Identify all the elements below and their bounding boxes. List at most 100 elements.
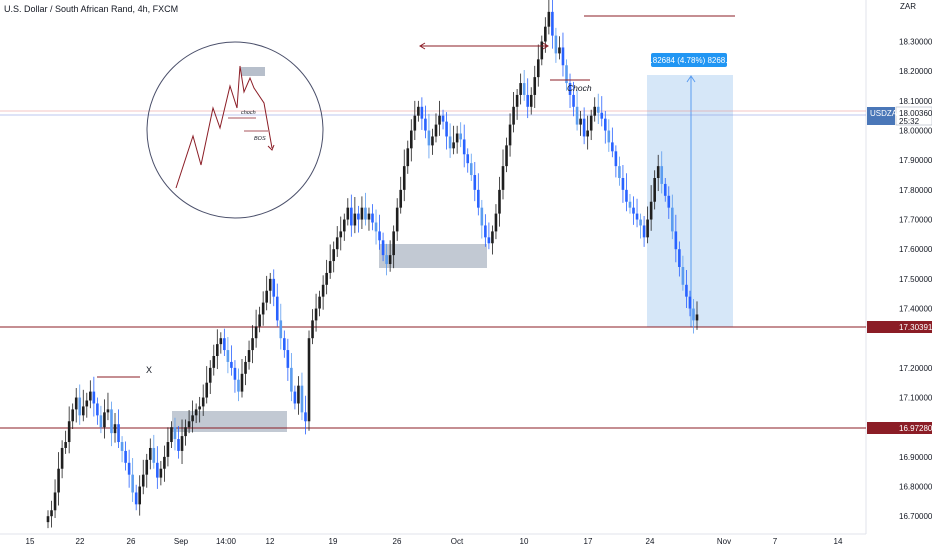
- candle-body: [424, 118, 427, 131]
- candle-body: [561, 47, 565, 66]
- demand-zone-upper[interactable]: [379, 244, 487, 268]
- countdown: 25:32: [899, 117, 920, 126]
- candle-body: [582, 118, 586, 137]
- level-tag-16-97[interactable]: 16.97280: [867, 422, 932, 434]
- structure-sketch[interactable]: choch BOS: [146, 41, 324, 219]
- candle-body: [89, 391, 92, 401]
- candle-body: [501, 166, 505, 190]
- time-tick-label: 17: [584, 537, 593, 546]
- candle-body: [127, 462, 131, 475]
- candle-body: [293, 391, 297, 404]
- candle-body: [205, 382, 209, 398]
- candle-body: [159, 468, 163, 478]
- time-tick-label: 26: [127, 537, 136, 546]
- candle-body: [596, 106, 600, 113]
- candle-body: [544, 26, 547, 42]
- candle-body: [674, 231, 678, 250]
- candle-body: [106, 409, 110, 413]
- candle-body: [46, 516, 50, 523]
- candle-body: [81, 406, 85, 416]
- candle-body: [529, 94, 533, 107]
- candle-body: [113, 424, 117, 434]
- price-tick-label: 16.90000: [899, 453, 932, 462]
- candle-body: [572, 94, 575, 107]
- candle-body: [64, 442, 67, 448]
- level-tag-17-30[interactable]: 17.30391: [867, 321, 932, 333]
- candle-body: [491, 231, 494, 244]
- candle-body: [198, 406, 201, 410]
- candle-body: [184, 427, 187, 437]
- candle-body: [688, 296, 692, 309]
- candle-body: [649, 201, 653, 220]
- range-top-marker[interactable]: [419, 42, 549, 50]
- candle-body: [156, 462, 159, 478]
- candle-body: [603, 118, 607, 131]
- candle-body: [628, 201, 632, 208]
- candle-body: [201, 397, 205, 407]
- candle-body: [434, 124, 438, 137]
- candle-body: [565, 65, 568, 84]
- candle-body: [388, 255, 392, 265]
- candle-body: [466, 154, 470, 164]
- candle-body: [663, 183, 667, 196]
- candle-body: [328, 261, 332, 273]
- candle-body: [392, 231, 395, 256]
- candle-body: [540, 41, 544, 60]
- candle-body: [420, 106, 424, 119]
- choch-label: Choch: [567, 83, 592, 93]
- candle-body: [639, 219, 642, 226]
- price-tick-label: 17.70000: [899, 216, 932, 225]
- range-box[interactable]: [647, 75, 733, 327]
- sketch-bos-label: BOS: [254, 136, 266, 142]
- candle-body: [180, 436, 184, 451]
- candle-body: [589, 115, 593, 131]
- candle-body: [261, 302, 265, 315]
- candle-body: [212, 356, 216, 368]
- candle-body: [402, 166, 406, 190]
- candle-body: [325, 272, 328, 285]
- candle-body: [85, 400, 89, 407]
- candle-body: [145, 459, 149, 475]
- candle-body: [339, 231, 343, 238]
- candle-body: [314, 308, 318, 321]
- candle-body: [512, 106, 515, 125]
- candle-body: [371, 213, 374, 223]
- candle-body: [67, 421, 71, 443]
- time-tick-label: 14: [834, 537, 843, 546]
- demand-zone-lower[interactable]: [172, 411, 287, 432]
- candle-body: [455, 133, 459, 143]
- swing-high-marker-x[interactable]: X: [97, 365, 152, 378]
- time-tick-label: 12: [266, 537, 275, 546]
- candle-body: [614, 151, 618, 167]
- candle-body: [346, 207, 350, 220]
- candle-body: [187, 421, 191, 428]
- time-tick-label: 19: [329, 537, 338, 546]
- sketch-path: [175, 65, 273, 189]
- candle-body: [678, 249, 681, 267]
- candle-body: [558, 47, 561, 54]
- candle-body: [177, 439, 180, 451]
- candle-body: [462, 139, 466, 155]
- current-price-tag[interactable]: USDZAR 18.00360 25:32: [867, 106, 932, 126]
- candle-body: [360, 207, 364, 220]
- candle-body: [611, 142, 614, 152]
- candle-body: [568, 83, 572, 95]
- candle-body: [71, 409, 74, 422]
- price-tick-label: 17.60000: [899, 245, 932, 254]
- candle-body: [526, 94, 529, 107]
- candle-body: [283, 338, 286, 351]
- price-tick-label: 16.70000: [899, 512, 932, 521]
- candle-body: [536, 59, 540, 78]
- candle-body: [364, 207, 367, 220]
- candle-body: [103, 412, 106, 428]
- candle-body: [406, 148, 410, 167]
- level-tag-16-97-text: 16.97280: [899, 424, 932, 433]
- candle-body: [635, 213, 639, 220]
- price-tick-label: 18.00000: [899, 127, 932, 136]
- choch-marker[interactable]: Choch: [550, 79, 592, 93]
- candle-body: [607, 130, 611, 143]
- price-range-measure[interactable]: 0.82684 (4.78%) 8268.4: [646, 53, 733, 327]
- price-axis[interactable]: [866, 0, 932, 550]
- price-tick-label: 16.80000: [899, 483, 932, 492]
